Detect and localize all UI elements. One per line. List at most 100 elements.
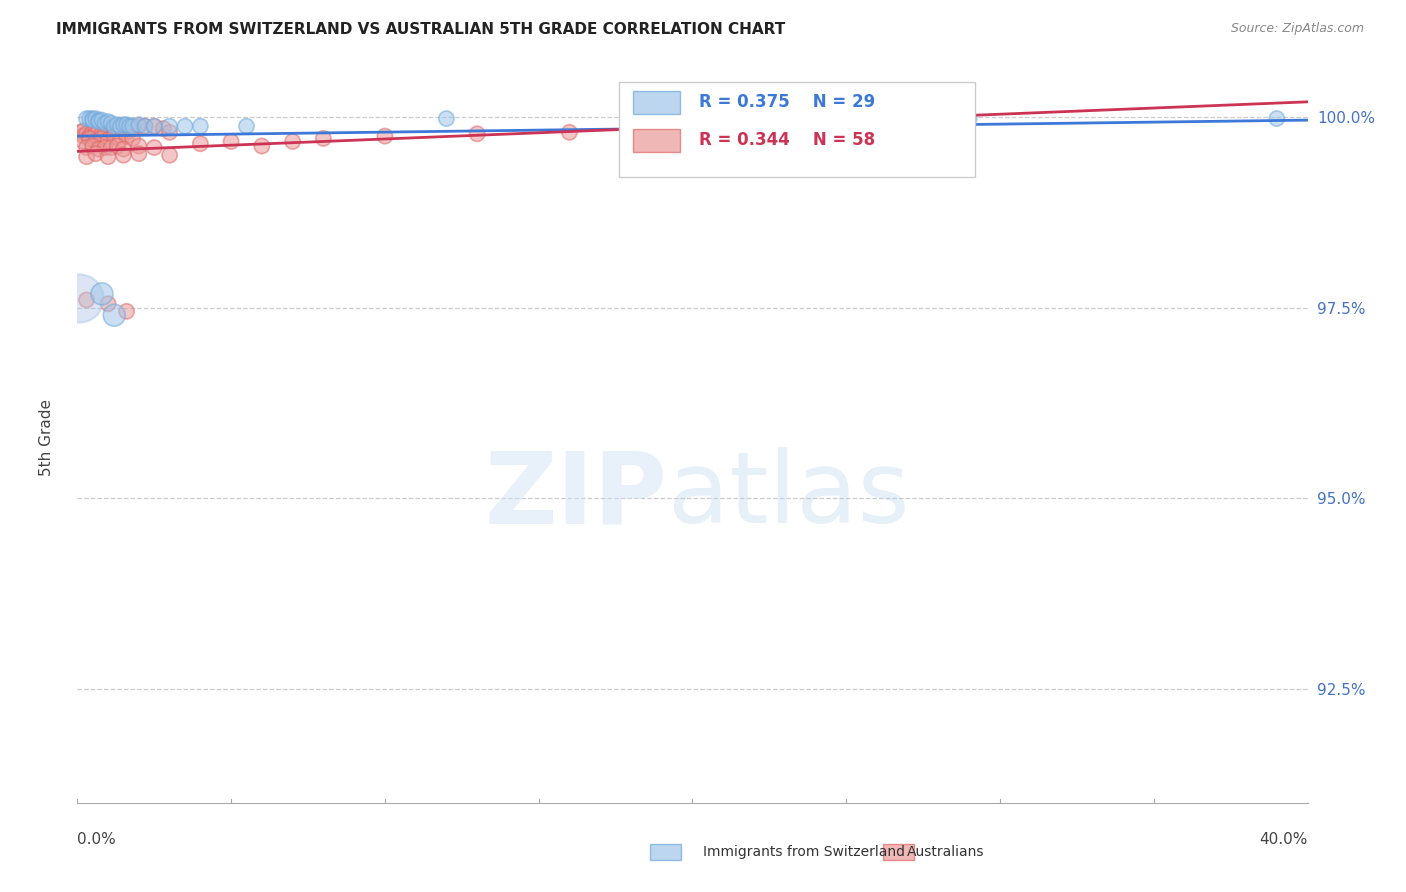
Point [188,136,212,151]
Point [128,146,150,161]
Point [143,120,166,134]
Point [134,120,156,134]
Point [112,121,135,136]
Point [100,140,122,154]
Point [110,120,132,134]
Point [79,112,101,126]
Point [159,148,181,162]
Point [1265,112,1288,126]
Point [82,139,104,153]
Point [87,114,110,128]
Point [84,135,107,149]
Point [105,139,128,153]
Point [110,133,132,147]
FancyBboxPatch shape [634,91,681,114]
Point [90,131,114,145]
Point [159,120,181,134]
Point [134,120,156,134]
Point [121,131,143,145]
Point [94,125,117,139]
Point [174,120,197,134]
Point [87,142,110,156]
Point [72,129,94,144]
Text: Australians: Australians [907,845,984,859]
Point [235,120,257,134]
Point [94,140,117,154]
Point [105,118,128,132]
Point [159,125,181,139]
Point [112,118,135,132]
Text: Immigrants from Switzerland: Immigrants from Switzerland [703,845,905,859]
Point [115,125,138,139]
Point [118,120,141,134]
Point [90,113,114,128]
Point [100,124,122,138]
Text: 40.0%: 40.0% [1260,832,1308,847]
Point [312,131,335,145]
Text: 5th Grade: 5th Grade [39,399,53,475]
Point [465,127,488,141]
Point [128,120,150,134]
Point [87,113,110,128]
Point [97,150,120,164]
Point [188,120,212,134]
Point [90,127,114,141]
Point [281,135,304,149]
Point [84,121,107,136]
Point [79,129,101,144]
Point [97,121,120,136]
Point [82,112,104,126]
Text: atlas: atlas [668,447,910,544]
Text: ZIP: ZIP [485,447,668,544]
Point [110,120,132,134]
Point [219,135,242,149]
FancyBboxPatch shape [619,82,976,178]
Point [105,121,128,136]
Point [84,127,107,141]
Point [72,124,94,138]
Text: IMMIGRANTS FROM SWITZERLAND VS AUSTRALIAN 5TH GRADE CORRELATION CHART: IMMIGRANTS FROM SWITZERLAND VS AUSTRALIA… [56,22,786,37]
Point [143,140,166,154]
Point [103,121,125,136]
Point [128,139,150,153]
Point [957,112,980,126]
Point [76,127,98,141]
Point [118,120,141,134]
Text: R = 0.344    N = 58: R = 0.344 N = 58 [699,131,875,149]
Point [79,131,101,145]
Point [103,120,125,134]
Point [103,129,125,144]
Point [121,120,143,134]
Point [115,129,138,144]
Point [97,133,120,147]
Point [72,135,94,149]
Text: R = 0.375    N = 29: R = 0.375 N = 29 [699,94,875,112]
Point [94,116,117,130]
Point [82,125,104,139]
Point [84,146,107,161]
Point [143,120,166,134]
Point [103,308,125,322]
Point [76,293,98,307]
Point [250,139,273,153]
Point [97,297,120,311]
Text: 0.0%: 0.0% [77,832,117,847]
FancyBboxPatch shape [634,128,681,152]
Point [152,121,174,136]
Text: Source: ZipAtlas.com: Source: ZipAtlas.com [1230,22,1364,36]
Point [76,112,98,126]
Point [67,292,90,306]
Point [97,114,120,128]
Point [121,121,143,136]
Point [115,118,138,132]
Point [76,140,98,154]
Point [436,112,458,126]
Point [112,148,135,162]
Point [374,129,396,144]
Point [100,116,122,130]
Point [76,150,98,164]
Point [90,286,114,301]
Point [87,124,110,138]
Point [128,118,150,132]
Point [115,304,138,318]
